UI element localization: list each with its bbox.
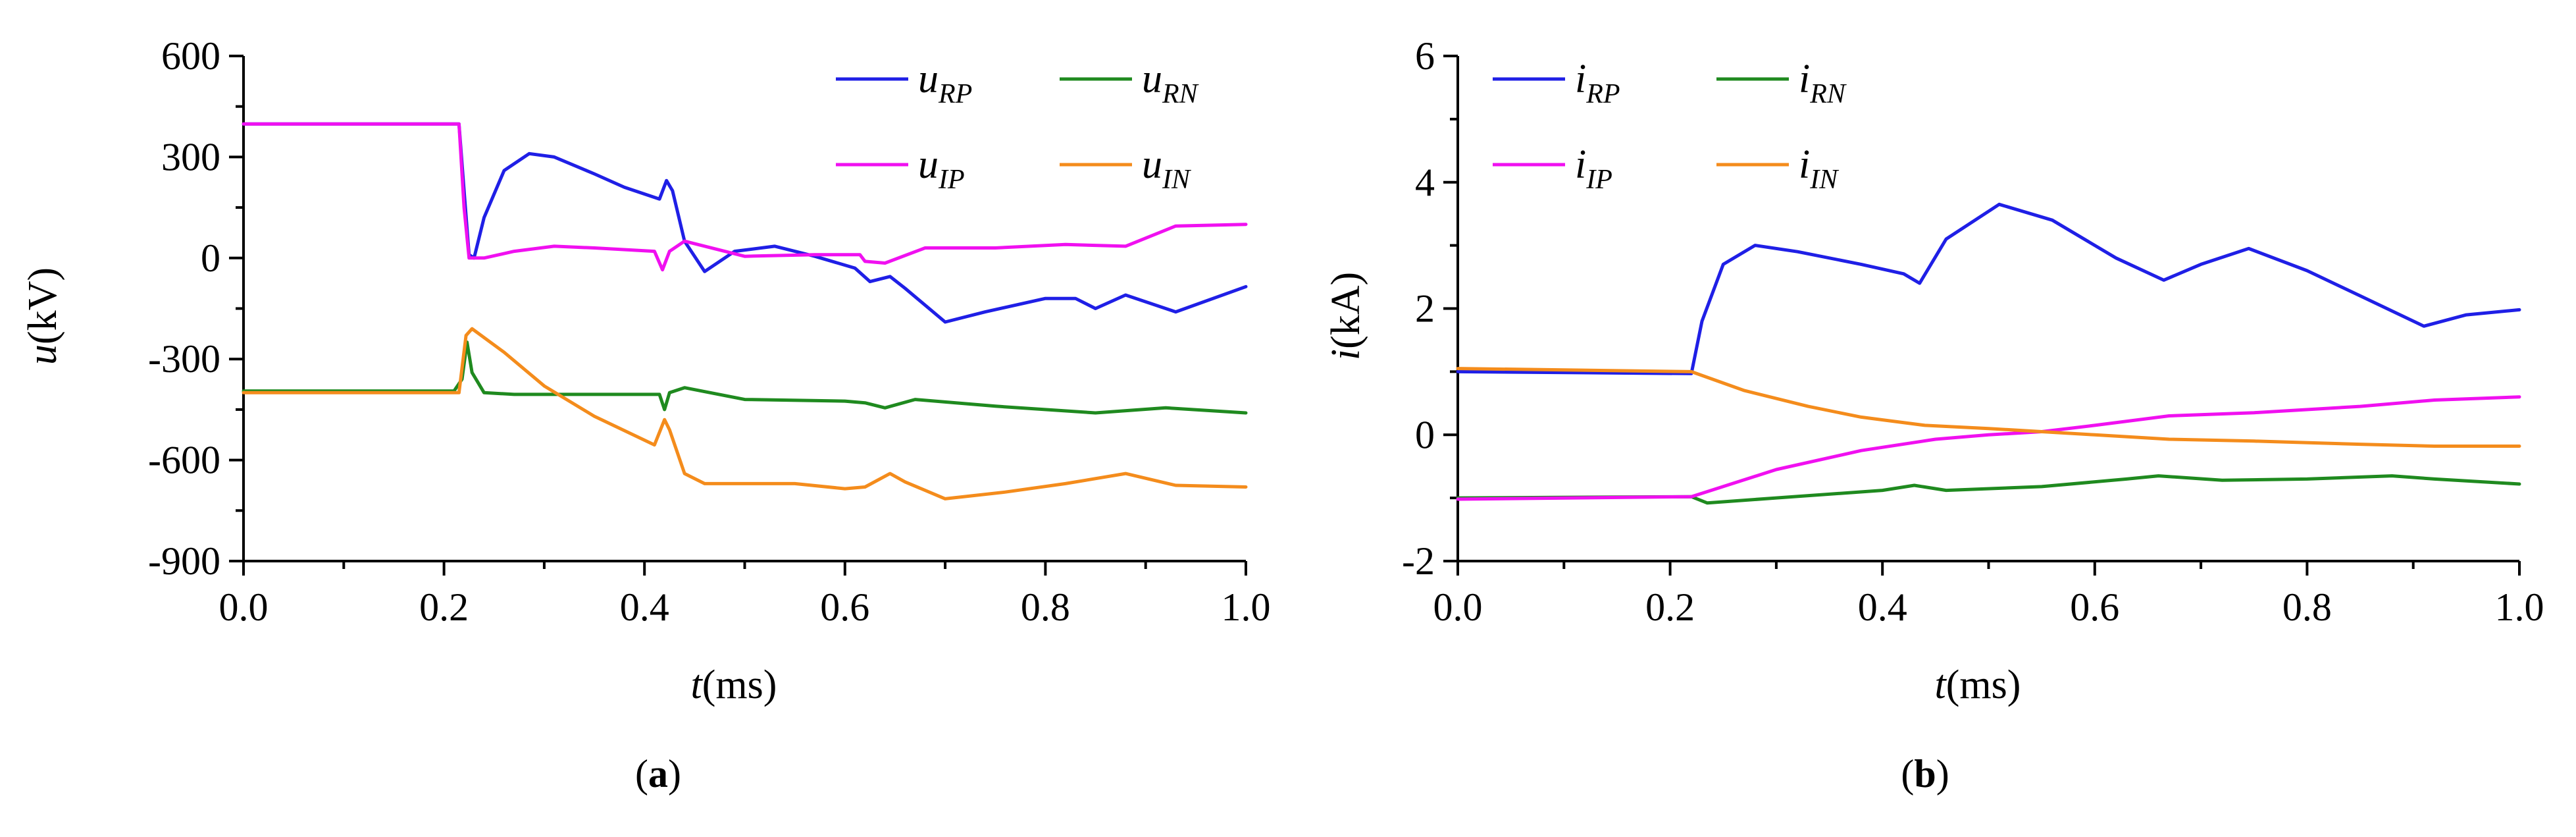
x-tick-label: 0.4 (1858, 585, 1907, 629)
legend-label: uIP (918, 142, 965, 195)
series-line-u-in (242, 327, 1248, 500)
x-tick-label: 0.8 (2282, 585, 2332, 629)
y-tick-label: 0 (201, 236, 220, 280)
series-line-i-rp (1456, 202, 2521, 375)
y-tick-label: -300 (148, 337, 220, 381)
series-line-i-ip (1456, 395, 2521, 501)
legend-label: uIN (1142, 142, 1191, 195)
legend-label: uRP (918, 57, 972, 109)
y-axis-title: i(kA) (1324, 272, 1368, 360)
y-tick-label: 2 (1415, 287, 1435, 331)
chart-panel-b: 0.0 0.2 0.4 0.6 0.8 1.0 -2 0 2 4 6 iRP iRN iIP iIN i(kA… (1324, 34, 2544, 796)
x-tick-label: 0.4 (620, 585, 669, 629)
x-tick-label: 0.2 (1645, 585, 1695, 629)
y-tick-label: -2 (1402, 539, 1435, 583)
legend-label: iIP (1575, 142, 1612, 195)
x-tick-label: 0.2 (419, 585, 469, 629)
y-tick-label: -900 (148, 539, 220, 583)
y-tick-label: 300 (161, 135, 220, 178)
x-tick-label: 0.6 (2070, 585, 2119, 629)
x-tick-label: 0.8 (1021, 585, 1070, 629)
panel-caption: (a) (635, 752, 681, 796)
panel-caption: (b) (1901, 752, 1949, 796)
y-tick-label: 600 (161, 34, 220, 78)
chart-panel-a: 0.0 0.2 0.4 0.6 0.8 1.0 -900 -600 -300 0 300 600 uRP… (20, 34, 1271, 796)
series-line-u-rp (242, 122, 1248, 324)
y-tick-label: 6 (1415, 34, 1435, 78)
x-tick-label: 0.0 (219, 585, 269, 629)
series-line-i-rn (1456, 474, 2521, 505)
legend-label: iRN (1799, 57, 1847, 109)
x-tick-label: 1.0 (2495, 585, 2544, 629)
y-tick-label: 4 (1415, 161, 1435, 204)
series-line-u-rn (242, 340, 1248, 415)
y-axis-title: u(kV) (20, 267, 65, 365)
legend-label: uRN (1142, 57, 1199, 109)
x-tick-label: 0.0 (1433, 585, 1483, 629)
x-tick-label: 0.6 (820, 585, 869, 629)
x-axis-title: t(ms) (1935, 662, 2021, 707)
series-line-u-ip (242, 122, 1248, 272)
y-tick-label: -600 (148, 439, 220, 482)
x-axis-title: t(ms) (691, 662, 777, 707)
series-line-i-in (1456, 367, 2521, 448)
x-tick-label: 1.0 (1222, 585, 1271, 629)
legend-label: iRP (1575, 57, 1620, 109)
legend-label: iIN (1799, 142, 1839, 195)
y-tick-label: 0 (1415, 413, 1435, 456)
